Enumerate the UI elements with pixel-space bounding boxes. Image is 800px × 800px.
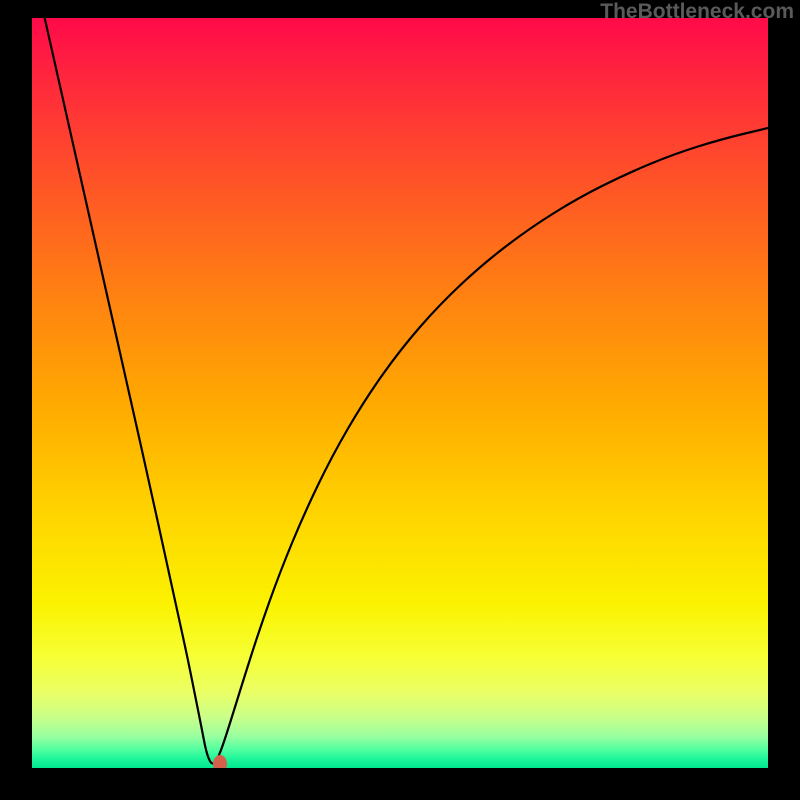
chart-svg bbox=[0, 0, 800, 800]
chart-frame: TheBottleneck.com bbox=[0, 0, 800, 800]
plot-background-gradient bbox=[32, 18, 768, 768]
